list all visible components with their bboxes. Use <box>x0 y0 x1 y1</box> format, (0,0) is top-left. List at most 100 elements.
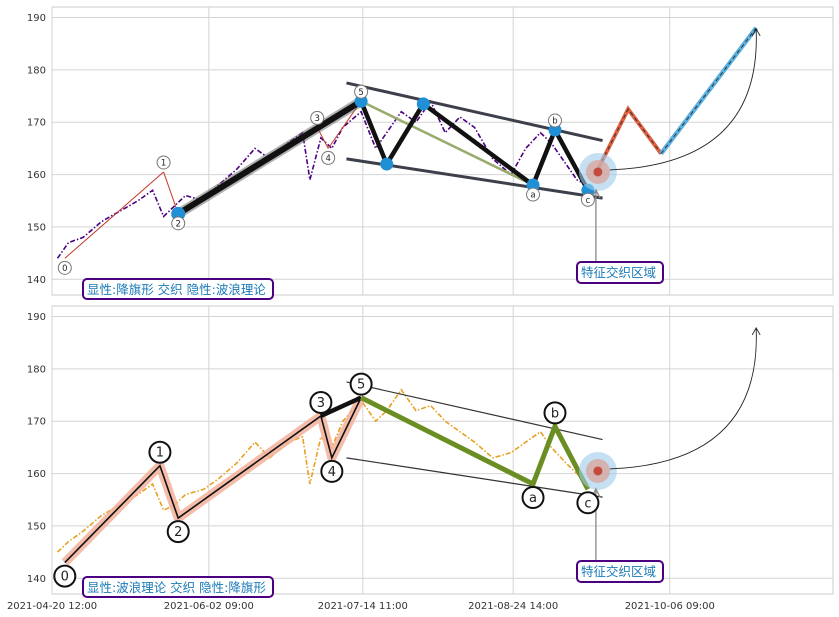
wave-label-text: b <box>551 406 559 421</box>
annotation-left-text: 显性:波浪理论 交织 隐性:降旗形 <box>87 580 266 595</box>
wave-label-circle <box>521 486 545 510</box>
feature-zone-core <box>593 167 603 177</box>
correction-line <box>359 395 591 491</box>
wave-leg <box>163 171 179 215</box>
forecast-arc <box>609 29 757 171</box>
annotation-box <box>576 261 664 284</box>
y-tick-label: 170 <box>27 417 46 428</box>
annotation-box <box>82 278 274 300</box>
wave-label-circle <box>156 155 171 170</box>
wave-label: c <box>580 192 595 207</box>
plot-frame <box>51 305 834 595</box>
wave-label: 4 <box>321 150 336 165</box>
main-trend-line <box>176 98 363 217</box>
annotation-left: 显性:降旗形 交织 隐性:波浪理论 <box>82 278 274 300</box>
wave-label-circle <box>580 192 595 207</box>
forecast-arrowhead <box>751 327 761 336</box>
x-tick-label: 2021-07-14 11:00 <box>318 601 408 612</box>
annotation-box <box>576 560 664 583</box>
y-tick-label: 140 <box>27 275 46 286</box>
flag-point-dot <box>526 178 540 192</box>
feature-zone-core <box>593 466 603 476</box>
flag-lower-line <box>346 457 603 498</box>
wave-label-text: 4 <box>325 154 330 164</box>
wave-leg <box>64 171 164 259</box>
y-tick-labels: 140 150 160 170 180 190 <box>27 13 46 286</box>
wave-label-text: 4 <box>328 465 336 480</box>
forecast-arrowhead <box>751 28 761 37</box>
wave-label: 5 <box>349 372 373 396</box>
annotation-right: 特征交织区域 <box>576 261 664 284</box>
y-tick-label: 170 <box>27 118 46 129</box>
annotation-left-text: 显性:降旗形 交织 隐性:波浪理论 <box>87 282 266 297</box>
wave-label-circle <box>148 440 172 464</box>
wave-label-circle <box>171 216 186 231</box>
y-tick-labels: 140 150 160 170 180 190 <box>27 312 46 585</box>
wave-label: 0 <box>53 564 77 588</box>
wave-label: 1 <box>156 155 171 170</box>
annotation-right-text: 特征交织区域 <box>581 564 656 579</box>
x-tick-label: 2021-04-20 12:00 <box>7 601 97 612</box>
wave-label-circle <box>576 491 600 515</box>
wave-label-circle <box>547 113 562 128</box>
annotation-right: 特征交织区域 <box>576 560 664 583</box>
wave-label: b <box>543 401 567 425</box>
wave-label: 4 <box>320 459 344 483</box>
wave-label-text: 3 <box>314 114 319 124</box>
wave-label-text: 0 <box>62 264 67 274</box>
wave-label-text: 5 <box>358 88 363 98</box>
annotation-left: 显性:波浪理论 交织 隐性:降旗形 <box>82 576 274 598</box>
flag-upper-line <box>346 381 603 441</box>
y-tick-label: 160 <box>27 469 46 480</box>
flag-zigzag-line <box>359 100 590 192</box>
wave-label-text: b <box>552 117 557 127</box>
wave-label-circle <box>349 372 373 396</box>
y-tick-label: 140 <box>27 574 46 585</box>
y-tick-label: 180 <box>27 364 46 375</box>
y-tick-label: 190 <box>27 13 46 24</box>
wave-label-text: 1 <box>156 446 164 461</box>
wave-label: 5 <box>354 84 369 99</box>
diagonal-line <box>360 100 534 187</box>
wave-label-text: 3 <box>317 396 325 411</box>
flag-point-dot <box>416 97 430 111</box>
flag-point-dot <box>548 123 562 137</box>
x-tick-label: 2021-06-02 09:00 <box>164 601 254 612</box>
grid-group <box>51 306 833 594</box>
x-tick-labels: 2021-04-20 12:00 2021-06-02 09:00 2021-07-… <box>7 601 715 612</box>
y-tick-label: 150 <box>27 521 46 532</box>
forecast-arc <box>609 328 757 470</box>
wave-label: 0 <box>57 260 72 275</box>
wave-label-text: 0 <box>61 570 69 585</box>
panel-top: 140 150 160 170 180 190 0 1 2 3 4 5 a b c 显性:降旗形 交织 隐… <box>27 6 834 300</box>
panel-bottom: 140 150 160 170 180 190 0 1 2 3 4 5 a b c 2021-04-20 … <box>7 305 834 612</box>
wave-label: c <box>576 491 600 515</box>
wave-label: a <box>521 486 545 510</box>
wave-label-text: c <box>584 496 591 511</box>
wave-label: 2 <box>166 520 190 544</box>
wave-label-text: a <box>529 491 537 506</box>
wave-label-text: 2 <box>175 219 180 229</box>
wave-label: a <box>526 187 541 202</box>
wave-label-text: 5 <box>357 378 365 393</box>
wave-label-circle <box>543 401 567 425</box>
y-tick-label: 160 <box>27 170 46 181</box>
x-tick-label: 2021-10-06 09:00 <box>625 601 715 612</box>
wave-label-circle <box>57 260 72 275</box>
y-tick-label: 180 <box>27 65 46 76</box>
wave-label-circle <box>354 84 369 99</box>
impulse-thick-leg <box>319 395 363 419</box>
wave-label: b <box>547 113 562 128</box>
plot-frame <box>51 6 834 296</box>
annotation-right-text: 特征交织区域 <box>581 265 656 280</box>
y-tick-label: 190 <box>27 312 46 323</box>
projection-red-dash <box>594 108 662 175</box>
wave-label: 1 <box>148 440 172 464</box>
wave-label-circle <box>309 390 333 414</box>
wave-label-text: a <box>530 191 535 201</box>
wave-label-circle <box>166 520 190 544</box>
series-line-price <box>56 388 589 553</box>
wave-label-text: 2 <box>174 525 182 540</box>
